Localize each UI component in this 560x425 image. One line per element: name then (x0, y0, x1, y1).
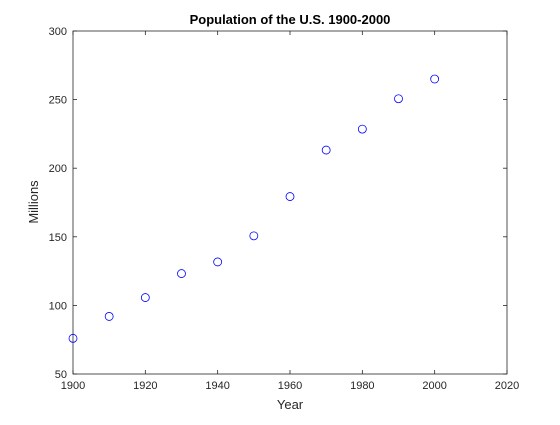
x-tick-label: 1920 (133, 380, 157, 392)
data-point (104, 312, 114, 321)
y-tick-label: 300 (49, 26, 67, 38)
y-tick-label: 100 (49, 300, 67, 312)
x-axis-ticks: 1900 1920 1940 1960 1980 2000 2020 (61, 31, 519, 392)
data-point (249, 231, 259, 241)
data-point (213, 257, 223, 267)
y-tick-label: 50 (55, 369, 67, 381)
data-points (68, 74, 440, 343)
x-axis-label: Year (277, 397, 304, 412)
data-point (430, 74, 440, 84)
data-point (140, 293, 150, 302)
data-point (321, 145, 331, 155)
data-point (68, 333, 78, 343)
y-axis-label: Millions (26, 180, 41, 224)
x-tick-label: 1940 (205, 380, 229, 392)
y-axis-ticks: 50 100 150 200 250 300 (49, 26, 507, 381)
data-point (394, 94, 403, 104)
y-tick-label: 200 (49, 163, 67, 175)
chart-title: Population of the U.S. 1900-2000 (190, 12, 391, 27)
y-tick-label: 250 (49, 95, 67, 107)
x-tick-label: 1980 (350, 380, 374, 392)
data-point (357, 124, 367, 134)
data-point (285, 192, 295, 201)
axes-frame (72, 30, 508, 375)
x-tick-label: 1960 (278, 380, 302, 392)
y-tick-label: 150 (49, 232, 67, 244)
x-tick-label: 1900 (61, 380, 85, 392)
x-tick-label: 2000 (422, 380, 446, 392)
x-tick-label: 2020 (495, 380, 519, 392)
data-point (177, 269, 186, 278)
